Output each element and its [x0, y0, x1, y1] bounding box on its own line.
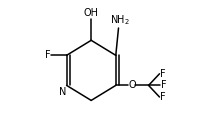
Text: F: F: [161, 80, 166, 90]
Text: N: N: [59, 87, 66, 97]
Text: F: F: [160, 92, 166, 102]
Text: O: O: [129, 80, 136, 90]
Text: F: F: [160, 69, 166, 79]
Text: OH: OH: [84, 8, 99, 18]
Text: NH$_2$: NH$_2$: [110, 13, 130, 27]
Text: F: F: [45, 50, 50, 60]
